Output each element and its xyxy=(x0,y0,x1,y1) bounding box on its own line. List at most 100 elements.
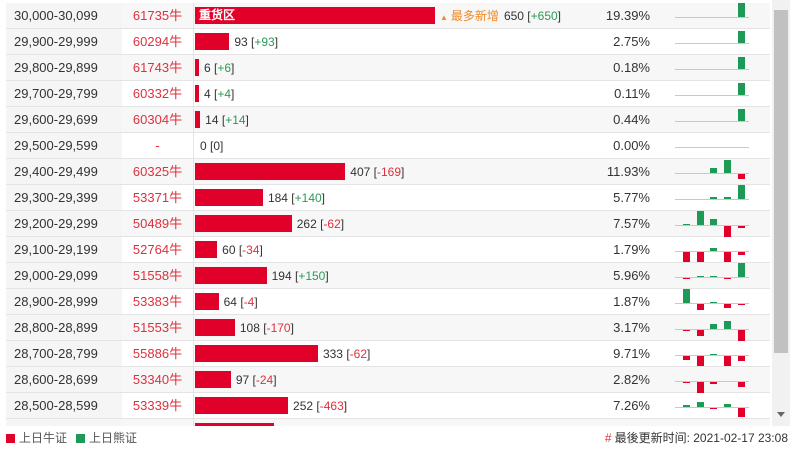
sparkline-baseline xyxy=(675,303,749,304)
count-label: 97 [-24] xyxy=(235,372,277,387)
price-range: 29,200-29,299 xyxy=(6,211,122,236)
table-row[interactable]: 29,200-29,299 50489牛 262 [-62] 7.57% xyxy=(6,211,770,239)
table-row[interactable]: 29,800-29,899 61743牛 6 [+6] 0.18% xyxy=(6,55,770,81)
table-row[interactable]: 29,100-29,199 52764牛 60 [-34] 1.79% xyxy=(6,237,770,263)
strike-price[interactable]: 61743牛 xyxy=(122,55,194,80)
count-cell: 重货区 ▲ 最多新增 650 [+650] xyxy=(195,3,615,28)
sparkline-bar-down xyxy=(683,356,690,360)
percentage xyxy=(566,419,650,426)
count-change: -169 xyxy=(376,164,401,179)
table-row[interactable]: 28,800-28,899 51553牛 108 [-170] 3.17% xyxy=(6,315,770,342)
table-row[interactable]: 29,700-29,799 60332牛 4 [+4] 0.11% xyxy=(6,81,770,107)
sparkline xyxy=(675,315,749,342)
table-row[interactable]: 29,000-29,099 51558牛 194 [+150] 5.96% xyxy=(6,263,770,289)
count-change: +14 xyxy=(225,112,246,127)
count-value: 97 xyxy=(235,372,250,387)
table-row[interactable]: 28,700-28,799 55886牛 333 [-62] 9.71% xyxy=(6,341,770,367)
sparkline-baseline xyxy=(675,381,749,382)
table-row[interactable]: 28,600-28,699 53340牛 97 [-24] 2.82% xyxy=(6,367,770,395)
count-cell: 6 [+6] xyxy=(195,55,615,80)
strike-price[interactable]: 53340牛 xyxy=(122,367,194,392)
strike-price[interactable]: - xyxy=(122,133,194,158)
price-range: 28,900-28,999 xyxy=(6,289,122,314)
strike-price[interactable]: 60325牛 xyxy=(122,159,194,184)
count-label: 93 [+93] xyxy=(234,34,279,49)
sparkline-bar-down xyxy=(737,408,745,417)
table-row[interactable]: 29,400-29,499 60325牛 407 [-169] 11.93% xyxy=(6,159,770,185)
count-label: 108 [-170] xyxy=(239,320,294,335)
sparkline-baseline xyxy=(675,147,749,148)
strike-price[interactable]: 60294牛 xyxy=(122,29,194,54)
count-cell: 333 [-62] xyxy=(195,341,615,366)
price-range: 28,700-28,799 xyxy=(6,341,122,366)
sparkline-bar-up xyxy=(737,83,745,95)
table-row[interactable]: 30,000-30,099 61735牛 重货区 ▲ 最多新增 650 [+650] 19.… xyxy=(6,3,770,29)
sparkline xyxy=(675,55,749,80)
table-row[interactable]: 28,500-28,599 53339牛 252 [-463] 7.26% xyxy=(6,393,770,419)
count-change: 0 xyxy=(213,138,221,153)
sparkline-bar-up xyxy=(710,324,718,329)
sparkline-baseline xyxy=(675,17,749,18)
count-cell: 194 [+150] xyxy=(195,263,615,288)
count-cell: 108 [-170] xyxy=(195,315,615,340)
table-body: 30,000-30,099 61735牛 重货区 ▲ 最多新增 650 [+650] 19.… xyxy=(6,3,770,426)
sparkline-bar-down xyxy=(724,278,732,279)
scrollbar[interactable] xyxy=(772,0,790,426)
count-bar xyxy=(195,293,219,310)
sparkline-bar-up xyxy=(710,302,718,303)
strike-price[interactable]: 60304牛 xyxy=(122,107,194,132)
count-change: +6 xyxy=(217,60,232,75)
price-range: 28,600-28,699 xyxy=(6,367,122,392)
table-row[interactable] xyxy=(6,419,770,426)
strike-price[interactable]: 53383牛 xyxy=(122,289,194,314)
strike-price[interactable]: 61735牛 xyxy=(122,3,194,28)
sparkline-bar-up xyxy=(737,185,745,199)
count-label: 650 [+650] xyxy=(503,8,562,23)
sparkline-bar-down xyxy=(683,382,690,383)
table-row[interactable]: 29,300-29,399 53371牛 184 [+140] 5.77% xyxy=(6,185,770,211)
scroll-down-arrow-icon[interactable] xyxy=(777,412,785,417)
count-value: 4 xyxy=(204,86,211,101)
count-label: 6 [+6] xyxy=(204,60,235,75)
scrollbar-thumb[interactable] xyxy=(774,10,788,353)
strike-price[interactable]: 51553牛 xyxy=(122,315,194,340)
count-change: +4 xyxy=(217,86,232,101)
table-row[interactable]: 29,600-29,699 60304牛 14 [+14] 0.44% xyxy=(6,107,770,133)
warrant-distribution-table: 30,000-30,099 61735牛 重货区 ▲ 最多新增 650 [+650] 19.… xyxy=(6,0,770,426)
sparkline-baseline xyxy=(675,121,749,122)
count-value: 262 xyxy=(296,216,317,231)
strike-price[interactable]: 60332牛 xyxy=(122,81,194,106)
sparkline-bar-down xyxy=(737,356,745,361)
count-label: 262 [-62] xyxy=(296,216,345,231)
percentage: 0.11% xyxy=(614,86,650,101)
sparkline-bar-up xyxy=(737,109,745,121)
count-value: 184 xyxy=(267,190,288,205)
percentage: 1.79% xyxy=(613,242,650,257)
table-row[interactable]: 29,500-29,599-0 [0] 0.00% xyxy=(6,133,770,159)
price-range: 29,700-29,799 xyxy=(6,81,122,106)
price-range: 29,100-29,199 xyxy=(6,237,122,262)
sparkline-baseline xyxy=(675,95,749,96)
strike-price[interactable]: 51558牛 xyxy=(122,263,194,288)
price-range: 29,500-29,599 xyxy=(6,133,122,158)
strike-price[interactable]: 55886牛 xyxy=(122,341,194,366)
strike-price[interactable]: 52764牛 xyxy=(122,237,194,262)
table-row[interactable]: 29,900-29,999 60294牛 93 [+93] 2.75% xyxy=(6,29,770,55)
count-cell: 97 [-24] xyxy=(195,367,615,392)
sparkline-bar-up xyxy=(710,354,718,355)
count-bar xyxy=(195,33,230,50)
count-value: 6 xyxy=(204,60,211,75)
table-row[interactable]: 28,900-28,999 53383牛 64 [-4] 1.87% xyxy=(6,289,770,315)
sparkline-bar-down xyxy=(696,330,704,336)
strike-price[interactable] xyxy=(122,419,194,426)
strike-price[interactable]: 50489牛 xyxy=(122,211,194,236)
strike-price[interactable]: 53371牛 xyxy=(122,185,194,210)
sparkline-baseline xyxy=(675,407,749,408)
strike-price[interactable]: 53339牛 xyxy=(122,393,194,418)
sparkline-bar-down xyxy=(710,382,718,384)
count-change: -62 xyxy=(349,346,367,361)
sparkline-bar-down xyxy=(696,304,704,310)
percentage: 5.96% xyxy=(613,268,650,283)
count-bar xyxy=(195,189,263,206)
count-label: 60 [-34] xyxy=(222,242,263,257)
